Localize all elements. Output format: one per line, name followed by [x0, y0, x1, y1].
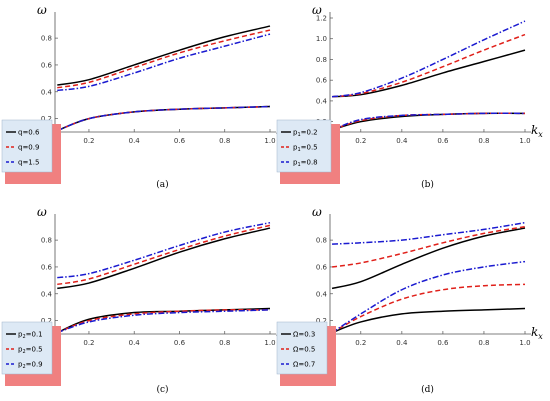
series-line-upper-2 [57, 224, 271, 286]
series-line-lower-1 [331, 112, 526, 131]
series-line-lower-2 [331, 283, 526, 334]
legend-label-1: p2=0.1 [18, 331, 43, 341]
legend-label-1: p1=0.2 [293, 129, 318, 139]
y-tick-label: 0.6 [316, 263, 328, 271]
y-tick-label: 0.4 [316, 290, 328, 298]
legend-label-1: q=0.6 [18, 129, 40, 137]
y-tick-label: 0.2 [41, 317, 52, 325]
series-line-upper-2 [57, 29, 271, 89]
y-tick-label: 0.6 [316, 77, 328, 85]
y-tick-label: 0.6 [41, 61, 53, 69]
y-tick-label: 1.0 [316, 35, 327, 43]
series-line-lower-3 [57, 309, 271, 334]
legend-label-1: Ω=0.3 [293, 331, 315, 339]
y-tick-label: 0.8 [316, 237, 327, 245]
series-line-upper-3 [331, 20, 526, 98]
y-tick-label: 0.2 [41, 115, 52, 123]
legend-label-3: Ω=0.7 [293, 361, 315, 369]
y-tick-label: 0.8 [41, 237, 52, 245]
legend-label-2: p2=0.5 [18, 346, 43, 356]
y-tick-label: 0.6 [41, 263, 53, 271]
series-line-upper-1 [331, 227, 526, 290]
series-line-upper-3 [57, 33, 271, 92]
x-tick-label: 0.2 [355, 137, 366, 145]
x-tick-label: 0.8 [478, 137, 489, 145]
y-tick-label: 1.2 [316, 15, 327, 23]
x-tick-label: 1.0 [519, 137, 530, 145]
x-tick-label: 0.8 [219, 137, 230, 145]
y-tick-label: 0.2 [316, 317, 327, 325]
y-tick-label: 0.4 [41, 290, 53, 298]
legend-box [276, 321, 328, 375]
series-line-upper-3 [332, 221, 526, 245]
chart-panel-1: 0.20.40.60.80.20.40.60.81.0ωkxq=0.6q=0.9… [1, 3, 288, 190]
x-tick-label: 0.2 [83, 137, 94, 145]
legend-label-3: q=1.5 [18, 159, 39, 167]
y-axis-label: ω [312, 205, 322, 219]
series-line-upper-2 [331, 33, 526, 98]
chart-panel-2: 0.20.40.60.81.01.20.20.40.60.81.0ωkxp1=0… [276, 3, 543, 190]
chart-panel-4: 0.2 0.4 0.6 0.8 0.2 0.4 0.6 0.8 1.0 ω kx Ω=0.3 Ω=0.5… [276, 205, 543, 395]
x-tick-label: 0.4 [396, 137, 408, 145]
x-tick-label: 0.6 [437, 339, 449, 347]
legend-box [1, 321, 53, 375]
y-tick-label: 0.8 [41, 35, 52, 43]
x-tick-label: 0.4 [129, 339, 141, 347]
x-tick-label: 0.6 [174, 339, 186, 347]
legend-label-2: Ω=0.5 [293, 346, 315, 354]
series-line-lower-3 [331, 112, 526, 131]
series-line-upper-1 [331, 49, 526, 98]
x-tick-label: 0.2 [83, 339, 94, 347]
legend-label-2: p1=0.5 [293, 144, 318, 154]
series-line-upper-1 [57, 25, 271, 86]
chart-panel-3: 0.20.40.60.80.20.40.60.81.0ωkxp2=0.1p2=0… [1, 205, 288, 395]
panel-label: (d) [421, 384, 434, 395]
series-line-lower-1 [331, 307, 526, 334]
x-axis-label: kx [531, 123, 543, 139]
legend-box [1, 119, 53, 173]
series-line-upper-1 [57, 227, 271, 290]
x-tick-label: 0.2 [355, 339, 366, 347]
series-line-upper-2 [331, 225, 526, 268]
series-line-lower-3 [56, 105, 271, 132]
y-tick-label: 0.8 [316, 56, 327, 64]
series-line-upper-3 [57, 221, 271, 279]
x-tick-label: 0.4 [396, 339, 408, 347]
panel-label: (c) [156, 384, 168, 395]
legend-label-3: p2=0.9 [18, 361, 43, 371]
y-axis-label: ω [37, 3, 47, 17]
x-tick-label: 1.0 [264, 137, 275, 145]
series-line-lower-1 [56, 307, 271, 334]
y-axis-label: ω [312, 3, 322, 17]
x-tick-label: 0.8 [478, 339, 489, 347]
x-tick-label: 0.6 [437, 137, 449, 145]
x-tick-label: 0.8 [219, 339, 230, 347]
panel-label: (a) [156, 179, 168, 190]
x-tick-label: 1.0 [264, 339, 275, 347]
panel-label: (b) [421, 179, 434, 190]
y-tick-label: 0.4 [41, 88, 53, 96]
y-tick-label: 0.4 [316, 97, 328, 105]
legend-box [276, 119, 332, 173]
series-line-lower-3 [331, 260, 526, 334]
x-tick-label: 0.4 [129, 137, 141, 145]
legend-label-2: q=0.9 [18, 144, 39, 152]
legend-label-3: p1=0.8 [293, 159, 318, 169]
x-axis-label: kx [531, 325, 543, 341]
y-axis-label: ω [37, 205, 47, 219]
x-tick-label: 0.6 [174, 137, 186, 145]
x-tick-label: 1.0 [519, 339, 530, 347]
